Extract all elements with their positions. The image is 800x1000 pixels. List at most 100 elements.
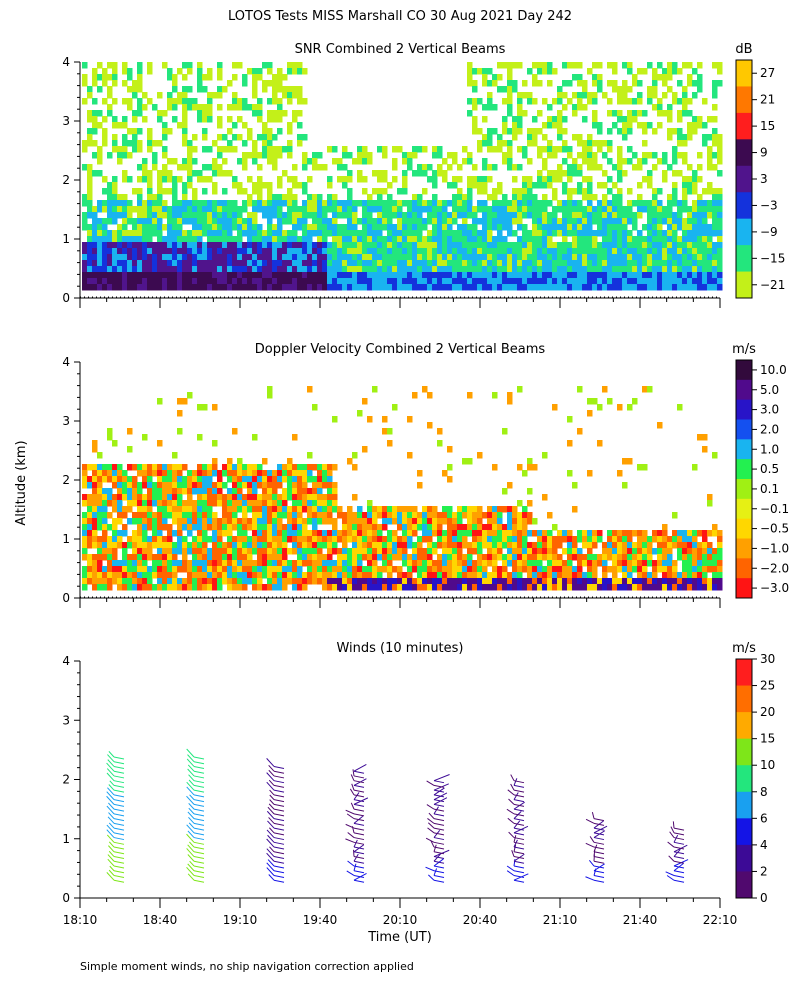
snr-cell — [367, 272, 373, 279]
snr-cell — [717, 260, 723, 267]
snr-cell — [547, 68, 553, 75]
velocity-cell — [472, 512, 478, 519]
snr-cell — [712, 86, 718, 93]
velocity-cell — [582, 578, 588, 585]
velocity-cell — [497, 512, 503, 519]
snr-cell — [302, 272, 308, 279]
snr-cell — [687, 242, 693, 249]
velocity-cell — [137, 494, 143, 501]
snr-cell — [497, 62, 503, 69]
snr-cell — [657, 104, 663, 111]
velocity-panel: Doppler Velocity Combined 2 Vertical Bea… — [62, 342, 789, 608]
snr-cell — [702, 278, 708, 285]
snr-cell — [697, 206, 703, 213]
snr-cell — [527, 158, 533, 165]
snr-cell — [672, 254, 678, 261]
velocity-cell — [137, 524, 143, 531]
snr-cell — [277, 110, 283, 117]
velocity-cell — [152, 554, 158, 561]
snr-cell — [387, 182, 393, 189]
snr-cell — [397, 260, 403, 267]
velocity-cell — [367, 524, 373, 531]
snr-cell — [297, 206, 303, 213]
snr-cell — [272, 248, 278, 255]
velocity-cell — [682, 530, 688, 537]
snr-cell — [207, 218, 213, 225]
snr-cell — [657, 98, 663, 105]
snr-cell — [687, 260, 693, 267]
snr-cell — [602, 92, 608, 99]
velocity-cell — [352, 452, 358, 459]
velocity-cell — [157, 524, 163, 531]
snr-cell — [92, 140, 98, 147]
snr-cell — [567, 98, 573, 105]
snr-cell — [487, 194, 493, 201]
snr-cell — [257, 272, 263, 279]
snr-cell — [267, 254, 273, 261]
snr-cell — [217, 248, 223, 255]
snr-cell — [297, 236, 303, 243]
snr-cell — [637, 260, 643, 267]
snr-cell — [467, 194, 473, 201]
snr-cell — [252, 152, 258, 159]
velocity-cell — [512, 578, 518, 585]
snr-cell — [157, 266, 163, 273]
snr-cell — [657, 278, 663, 285]
velocity-cell — [157, 476, 163, 483]
velocity-cell — [577, 584, 583, 591]
snr-cell — [397, 188, 403, 195]
velocity-cell — [147, 548, 153, 555]
snr-cell — [202, 74, 208, 81]
snr-cell — [622, 134, 628, 141]
snr-cell — [147, 194, 153, 201]
snr-cell — [212, 236, 218, 243]
velocity-cell — [257, 470, 263, 477]
velocity-cell — [217, 566, 223, 573]
snr-cell — [617, 164, 623, 171]
velocity-cell — [237, 548, 243, 555]
velocity-cell — [222, 530, 228, 537]
snr-cell — [132, 128, 138, 135]
snr-colorbar-tick-label: 3 — [760, 172, 768, 186]
snr-cell — [122, 80, 128, 87]
velocity-cell — [672, 572, 678, 579]
velocity-cell — [267, 392, 273, 399]
velocity-cell — [622, 566, 628, 573]
snr-cell — [632, 116, 638, 123]
velocity-cell — [177, 494, 183, 501]
velocity-cell — [132, 500, 138, 507]
velocity-cell — [327, 476, 333, 483]
snr-cell — [162, 260, 168, 267]
snr-cell — [467, 224, 473, 231]
velocity-cell — [162, 536, 168, 543]
snr-cell — [692, 122, 698, 129]
velocity-cell — [277, 584, 283, 591]
snr-cell — [462, 230, 468, 237]
snr-cell — [582, 140, 588, 147]
velocity-cell — [572, 566, 578, 573]
snr-cell — [512, 188, 518, 195]
snr-cell — [547, 122, 553, 129]
velocity-cell — [142, 506, 148, 513]
velocity-cell — [212, 584, 218, 591]
snr-cell — [572, 158, 578, 165]
velocity-cell — [107, 566, 113, 573]
velocity-cell — [297, 530, 303, 537]
velocity-cell — [457, 578, 463, 585]
snr-cell — [312, 248, 318, 255]
snr-cell — [152, 158, 158, 165]
snr-cell — [542, 206, 548, 213]
velocity-cell — [102, 578, 108, 585]
velocity-cell — [232, 542, 238, 549]
velocity-cell — [407, 506, 413, 513]
snr-cell — [217, 62, 223, 69]
velocity-cell — [212, 470, 218, 477]
velocity-cell — [392, 548, 398, 555]
velocity-cell — [257, 524, 263, 531]
velocity-cell — [677, 584, 683, 591]
snr-cell — [417, 170, 423, 177]
snr-cell — [362, 224, 368, 231]
velocity-cell — [702, 530, 708, 537]
snr-cell — [662, 272, 668, 279]
snr-cell — [412, 254, 418, 261]
